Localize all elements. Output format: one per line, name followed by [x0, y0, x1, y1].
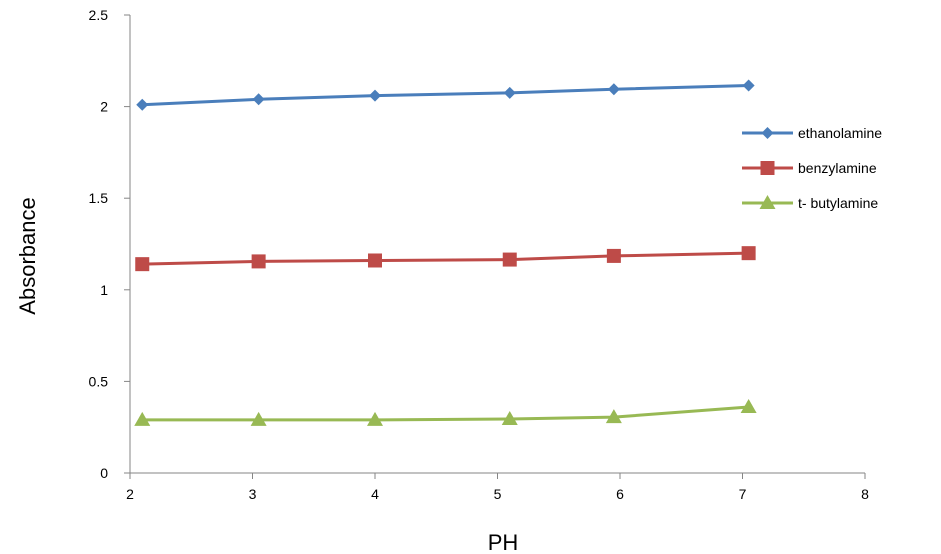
x-tick-label: 4: [371, 486, 379, 502]
x-tick-label: 2: [126, 486, 134, 502]
data-point: [252, 93, 265, 106]
data-point: [503, 86, 516, 99]
x-tick-label: 5: [494, 486, 502, 502]
data-point: [741, 246, 756, 261]
data-point: [501, 410, 518, 425]
legend-label: ethanolamine: [798, 125, 882, 141]
data-point: [136, 98, 149, 111]
series-2: [134, 399, 757, 426]
series-line: [142, 84, 749, 107]
data-point: [251, 254, 266, 269]
data-point: [740, 399, 757, 414]
data-point: [368, 253, 382, 268]
data-point: [367, 411, 383, 426]
legend-label: t- butylamine: [798, 195, 878, 211]
data-point: [607, 83, 620, 96]
legend-marker: [760, 161, 775, 175]
y-tick-label: 1.5: [89, 190, 109, 206]
legend-label: benzylamine: [798, 160, 877, 176]
series-line: [142, 251, 749, 266]
series-1: [135, 246, 756, 272]
x-axis-title: PH: [488, 530, 519, 554]
data-point: [502, 252, 517, 267]
y-tick-label: 2.5: [89, 7, 109, 23]
legend-item: t- butylamine: [742, 195, 878, 211]
data-point: [742, 79, 755, 92]
axes: 0 0.5 1 1.5 2 2.5 2 3 4 5 6 7 8: [89, 7, 870, 502]
y-tick-label: 2: [100, 99, 108, 115]
plot-area: [134, 79, 757, 426]
data-point: [605, 409, 622, 424]
legend-marker: [761, 127, 774, 139]
x-tick-label: 8: [861, 486, 869, 502]
legend-item: benzylamine: [742, 160, 877, 176]
x-tick-label: 3: [249, 486, 257, 502]
data-point: [134, 411, 151, 426]
series-line: [142, 405, 749, 422]
data-point: [250, 411, 267, 426]
y-tick-label: 0: [100, 465, 108, 481]
data-point: [606, 248, 621, 263]
data-point: [369, 89, 381, 102]
x-tick-label: 7: [739, 486, 747, 502]
data-point: [135, 257, 150, 272]
y-tick-label: 0.5: [89, 373, 109, 389]
legend-marker: [759, 195, 776, 209]
y-tick-label: 1: [100, 282, 108, 298]
y-axis-title: Absorbance: [15, 197, 40, 314]
legend-item: ethanolamine: [742, 125, 882, 141]
x-tick-label: 6: [616, 486, 624, 502]
series-0: [136, 79, 755, 111]
legend: ethanolamine benzylamine t- butylamine: [742, 125, 882, 211]
